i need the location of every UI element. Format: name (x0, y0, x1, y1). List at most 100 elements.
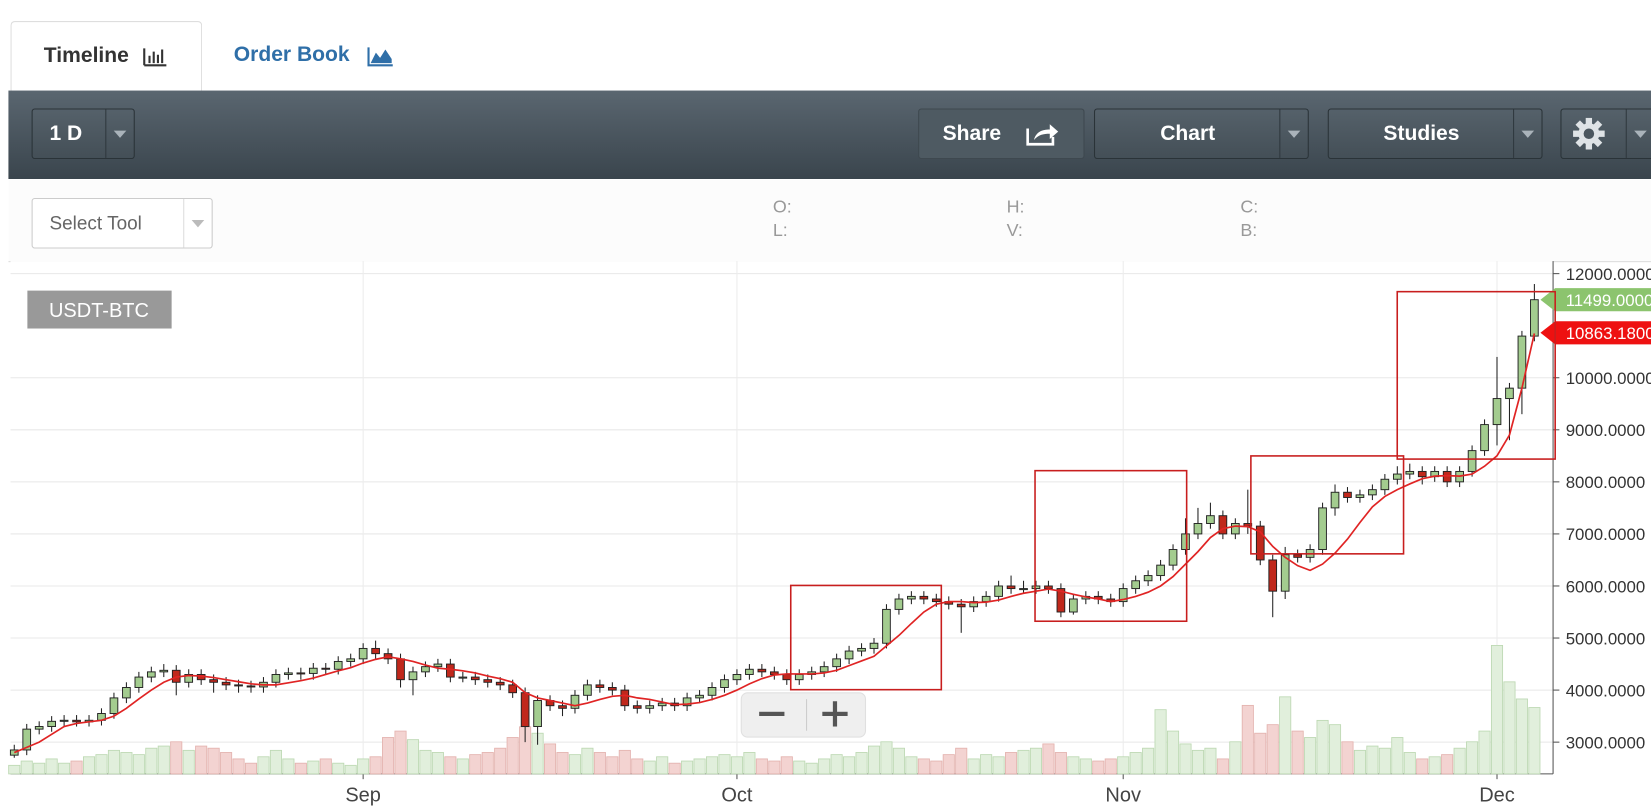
volume-bar (1304, 737, 1317, 775)
candle-body (1492, 398, 1502, 426)
candle-body (745, 668, 754, 675)
volume-bar (880, 741, 893, 775)
tab-order-book[interactable]: Order Book (234, 21, 394, 89)
volume-bar (1042, 743, 1055, 775)
volume-bar (743, 752, 756, 775)
candle-body (1467, 450, 1477, 472)
volume-bar (1117, 756, 1130, 775)
volume-bar (1054, 752, 1067, 775)
volume-bar (1503, 681, 1516, 775)
candle-body (919, 595, 929, 600)
volume-bar (82, 756, 96, 775)
candle-body (1530, 299, 1539, 337)
candle-body (1318, 507, 1327, 551)
candle-body (794, 673, 804, 681)
volume-bar (656, 756, 669, 775)
candle-body (857, 647, 866, 652)
volume-bar (793, 760, 806, 775)
volume-bar (506, 737, 519, 775)
symbol-badge (27, 290, 172, 329)
volume-bar (1029, 747, 1043, 775)
volume-bar (1229, 741, 1242, 775)
volume-bar (755, 758, 768, 775)
share-label: Share (942, 121, 1002, 145)
volume-bar (1478, 730, 1491, 775)
volume-bar (1441, 754, 1454, 775)
x-tick-label: Dec (1479, 784, 1515, 805)
candle-body (1380, 478, 1390, 491)
y-tick-label: 12000.0000 (1566, 265, 1651, 284)
volume-bar (1416, 758, 1429, 775)
candle-body (1143, 575, 1153, 582)
candle-body (1505, 387, 1514, 400)
candle-body (408, 671, 418, 681)
volume-bar (1391, 737, 1404, 775)
volume-bar (1466, 741, 1479, 775)
candle-body (533, 700, 542, 728)
volume-bar (1515, 698, 1528, 775)
volume-bar (1241, 704, 1254, 775)
settings-button[interactable] (1560, 108, 1651, 159)
volume-bar (145, 747, 158, 775)
volume-bar (244, 762, 258, 775)
volume-bar (705, 756, 719, 775)
candle-body (1231, 523, 1240, 535)
tool-select[interactable]: Select Tool (31, 197, 213, 249)
candle-body (1019, 588, 1028, 591)
volume-bar (1167, 730, 1180, 775)
candle-body (59, 719, 69, 722)
x-tick-label: Oct (721, 784, 753, 805)
volume-bar (843, 756, 856, 775)
gear-icon (1573, 117, 1605, 150)
period-button[interactable]: 1 D (31, 108, 135, 159)
studies-label: Studies (1383, 121, 1460, 145)
tab-timeline[interactable]: Timeline (10, 21, 203, 91)
candle-body (433, 663, 443, 668)
candle-body (159, 669, 169, 673)
last-price-tag-label: 11499.0000 (1566, 291, 1651, 310)
candle-body (1193, 523, 1203, 535)
candle-body (894, 598, 904, 610)
volume-bar (1142, 747, 1155, 775)
volume-bar (332, 762, 345, 775)
candle-body (657, 702, 667, 707)
candle-body (1305, 549, 1315, 558)
info-bar: Select Tool O: L: H: V: C: B: (8, 180, 1651, 263)
volume-bar (905, 756, 918, 775)
candle-body (956, 603, 966, 608)
bars-icon (143, 47, 167, 66)
y-tick-label: 8000.0000 (1566, 473, 1646, 492)
share-button[interactable]: Share (918, 108, 1085, 159)
volume-bar (257, 756, 270, 775)
candle-body (707, 687, 717, 696)
studies-button[interactable]: Studies (1327, 108, 1543, 159)
volume-bar (369, 756, 382, 775)
volume-bar (494, 747, 507, 775)
candle-body (296, 672, 306, 675)
volume-bar (1453, 747, 1466, 775)
candle-body (732, 673, 742, 681)
volume-bar (1154, 709, 1167, 775)
volume-bar (1279, 696, 1292, 775)
volume-bar (593, 752, 606, 775)
volume-bar (1341, 741, 1354, 775)
volume-bar (1266, 724, 1279, 775)
candle-body (844, 650, 854, 660)
candle-body (184, 673, 194, 683)
candle-body (458, 676, 468, 679)
candle-body (1442, 470, 1452, 483)
candle-body (1293, 554, 1302, 558)
ohlc-label: O: (772, 196, 792, 217)
volume-bar (269, 749, 282, 775)
volume-bar (157, 745, 170, 775)
candle-body (1168, 549, 1178, 566)
volume-bar (1104, 758, 1117, 775)
candle-body (620, 689, 630, 707)
candle-body (782, 673, 792, 681)
candle-body (608, 687, 617, 691)
candle-body (47, 720, 56, 728)
chart-button[interactable]: Chart (1093, 108, 1309, 159)
tab-label: Order Book (233, 43, 350, 67)
volume-bar (1528, 707, 1541, 775)
